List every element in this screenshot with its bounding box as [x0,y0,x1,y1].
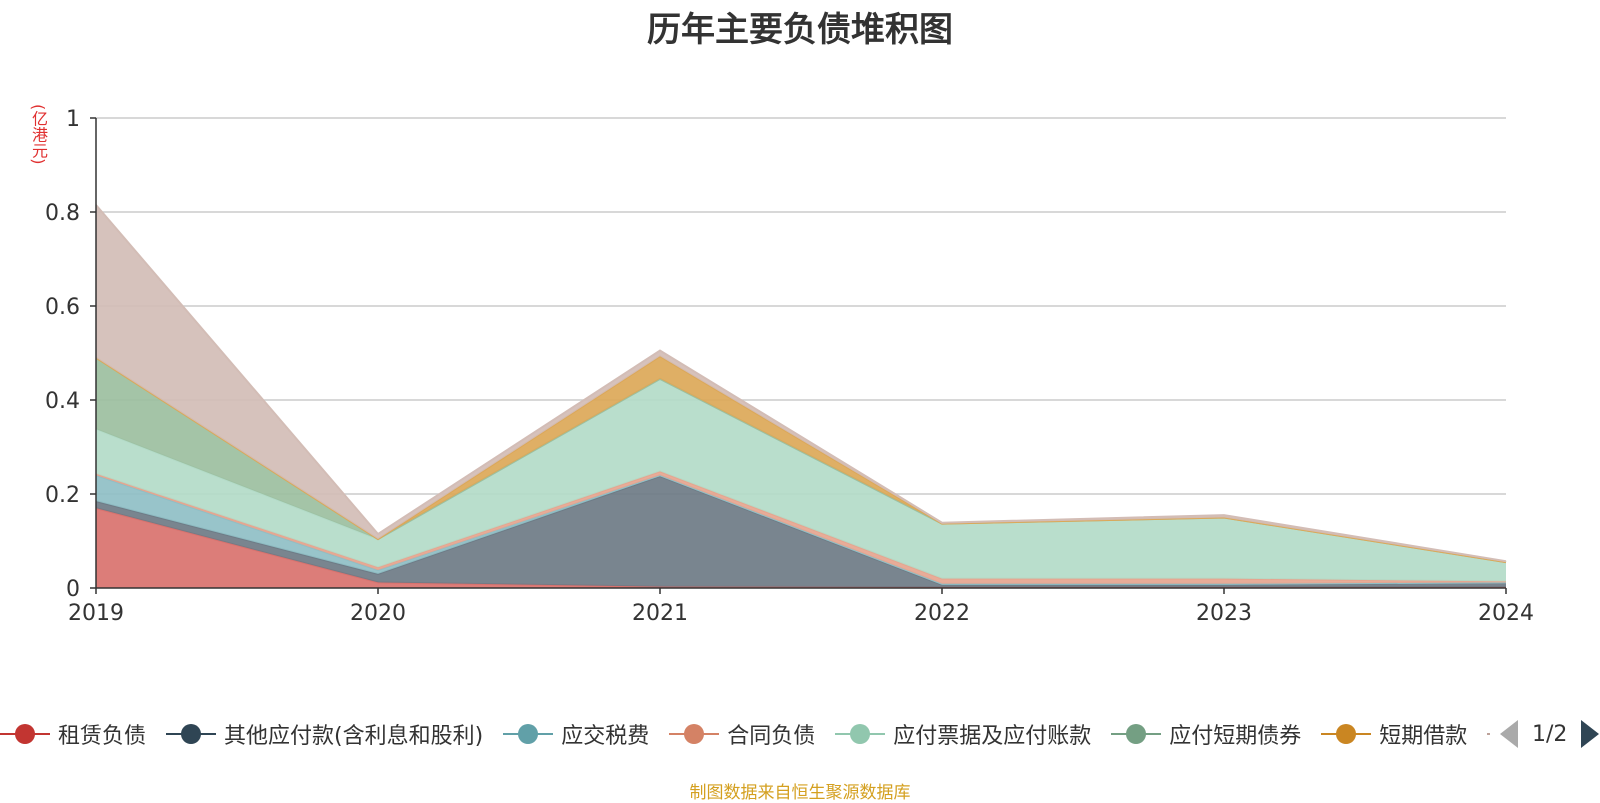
legend-marker-icon [1111,724,1162,744]
legend-label: 合同负债 [727,724,816,749]
legend-item[interactable]: 应付票据及应付账款 [835,714,1091,754]
y-tick-label: 0.8 [45,201,80,226]
y-tick-label: 0.6 [45,295,80,320]
x-tick-label: 2021 [632,601,688,626]
area-series-2 [96,476,1506,588]
legend-marker-icon [1321,724,1372,744]
area-series-5 [96,378,1506,582]
series-line-7 [95,355,1507,564]
legend-label: 应付短期债券 [1169,724,1302,749]
legend-item[interactable] [1487,714,1490,754]
y-tick-label: 0.2 [45,483,80,508]
legend-marker-icon [669,724,720,744]
area-series-4 [96,471,1506,584]
y-tick-label: 0.4 [45,389,80,414]
legend: 租赁负债 其他应付款(含利息和股利) 应交税费 合同负债 应付票据及应付账款 应付短期债券… [0,714,1490,754]
x-tick-label: 2023 [1196,601,1252,626]
legend-marker-icon [0,724,50,744]
pager-prev-icon [1500,720,1518,748]
legend-label: 短期借款 [1379,724,1468,749]
legend-marker-icon [166,724,217,744]
pager-next-icon[interactable] [1581,720,1600,748]
series-line-8 [95,204,1507,563]
legend-marker-icon [835,724,886,744]
legend-label: 应付票据及应付账款 [893,724,1092,749]
legend-item[interactable]: 应付短期债券 [1111,714,1301,754]
axes: 0 0.2 0.4 0.6 0.8 1 2019 2020 2021 2022 2023 2024 [45,107,1534,626]
x-tick-label: 2020 [350,601,406,626]
legend-item[interactable]: 合同负债 [669,714,815,754]
chart-title: 历年主要负债堆积图 [647,10,953,50]
legend-item[interactable]: 应交税费 [503,714,649,754]
y-tick-label: 1 [66,107,80,132]
x-tick-label: 2024 [1478,601,1534,626]
legend-label: 租赁负债 [58,724,147,749]
area-series-1 [96,508,1506,588]
legend-item[interactable]: 租赁负债 [0,714,146,754]
data-source-note: 制图数据来自恒生聚源数据库 [689,783,911,803]
legend-pager: 1/2 [1500,714,1600,754]
pager-page-indicator: 1/2 [1532,721,1568,747]
legend-marker-icon [503,724,554,744]
legend-label: 应交税费 [561,724,650,749]
y-tick-label: 0 [66,577,80,602]
legend-item[interactable]: 其他应付款(含利息和股利) [166,714,483,754]
area-series [95,204,1507,589]
x-tick-label: 2019 [68,601,124,626]
y-axis-unit-label: (亿港元) [29,104,48,165]
legend-marker-icon [1487,733,1490,735]
x-tick-label: 2022 [914,601,970,626]
legend-label: 其他应付款(含利息和股利) [224,724,484,749]
legend-item[interactable]: 短期借款 [1321,714,1467,754]
